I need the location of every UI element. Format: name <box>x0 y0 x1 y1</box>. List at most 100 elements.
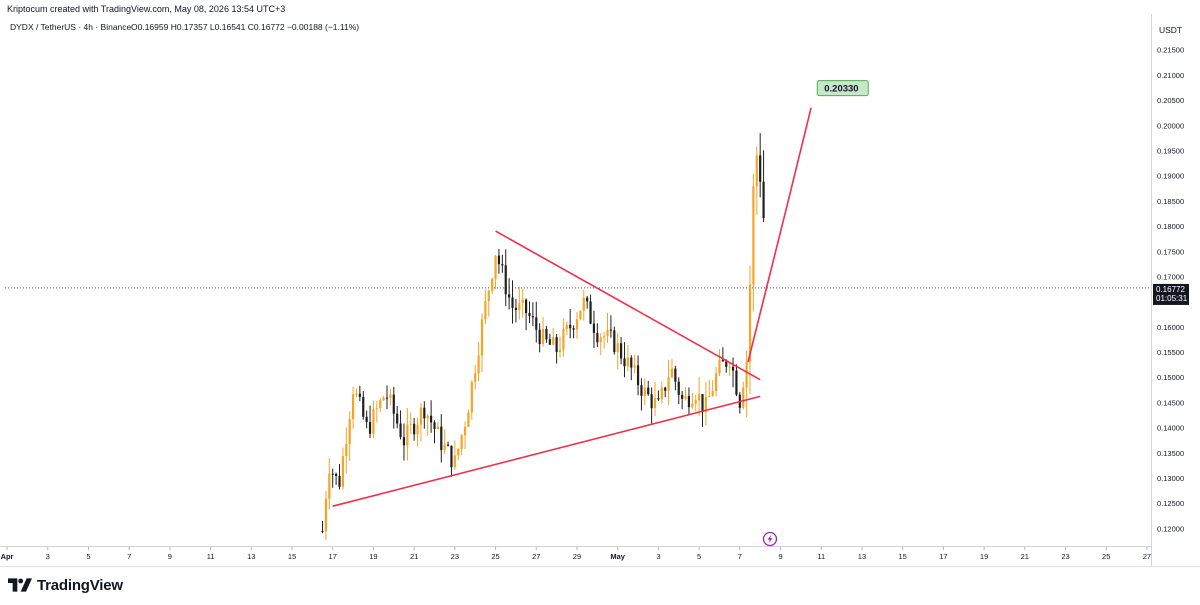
candle-body <box>457 449 460 456</box>
candle-body <box>419 407 423 425</box>
candle-body <box>633 365 636 368</box>
candle-body <box>575 319 579 330</box>
x-tick-label: 5 <box>86 552 90 561</box>
candle-body <box>385 397 389 399</box>
candle-body <box>592 323 596 333</box>
candle-body <box>677 381 680 395</box>
candle-body <box>338 476 341 487</box>
x-tick-label: 25 <box>1102 552 1110 561</box>
y-tick-label: 0.18000 <box>1157 222 1184 231</box>
lightning-bolt-icon[interactable] <box>762 531 778 547</box>
candle-body <box>626 357 629 367</box>
candle-body <box>650 394 653 409</box>
candle-body <box>623 358 626 367</box>
candle-body <box>328 473 331 499</box>
candle-body <box>755 155 758 187</box>
candle-body <box>413 423 416 435</box>
candle-body <box>670 368 674 378</box>
candle-body <box>664 387 667 391</box>
current-price-badge: 0.16772 01:05:31 <box>1153 283 1189 305</box>
x-tick-label: 13 <box>858 552 866 561</box>
candle-body <box>728 366 731 368</box>
target-label: 0.20330 <box>824 84 858 95</box>
candle-body <box>725 361 728 367</box>
y-tick-label: 0.20500 <box>1157 96 1184 105</box>
candle-body <box>721 359 724 362</box>
candle-body <box>491 278 494 291</box>
candle-body <box>667 377 670 391</box>
x-tick-label: 15 <box>898 552 906 561</box>
candle-body <box>714 373 718 392</box>
candle-body <box>372 409 375 434</box>
candle-body <box>674 368 677 382</box>
candle-body <box>579 310 582 320</box>
candle-body <box>762 181 765 219</box>
candle-body <box>708 395 711 397</box>
candle-body <box>392 394 395 414</box>
y-tick-label: 0.20000 <box>1157 121 1184 130</box>
x-tick-label: 23 <box>451 552 459 561</box>
candle-body <box>636 365 640 386</box>
countdown-label: 01:05:31 <box>1156 294 1188 303</box>
x-tick-label: 27 <box>1143 552 1151 561</box>
candle-body <box>521 299 524 303</box>
x-tick-label: Apr <box>1 552 14 561</box>
candle-body <box>382 397 385 401</box>
candle-body <box>477 355 480 374</box>
y-tick-label: 0.21000 <box>1157 71 1184 80</box>
candle-body <box>351 394 355 420</box>
candle-body <box>565 324 568 329</box>
candle-body <box>406 424 409 446</box>
candle-body <box>375 408 378 410</box>
candle-body <box>569 324 572 329</box>
candle-body <box>518 302 521 310</box>
candle-body <box>440 426 443 451</box>
candle-body <box>501 264 504 266</box>
legend-symbol: DYDX / TetherUS · 4h · Binance <box>10 22 132 32</box>
x-tick-label: 11 <box>207 552 215 561</box>
candle-body <box>416 424 419 435</box>
candle-body <box>545 328 548 340</box>
y-tick-label: 0.14500 <box>1157 398 1184 407</box>
y-tick-label: 0.15000 <box>1157 373 1184 382</box>
y-tick-label: 0.17000 <box>1157 272 1184 281</box>
brand-footer[interactable]: TradingView <box>8 575 123 595</box>
candle-body <box>426 415 429 419</box>
candle-body <box>698 394 701 401</box>
y-tick-label: 0.15500 <box>1157 348 1184 357</box>
candle-body <box>396 413 399 424</box>
ascending-support-line[interactable] <box>332 395 761 507</box>
x-tick-label: 17 <box>939 552 947 561</box>
candle-body <box>362 396 365 417</box>
y-tick-label: 0.19000 <box>1157 172 1184 181</box>
candle-body <box>552 337 555 345</box>
candle-body <box>616 343 619 353</box>
candle-body <box>389 394 392 398</box>
candle-body <box>324 498 328 532</box>
projection-line[interactable] <box>747 107 812 363</box>
candle-body <box>603 336 606 338</box>
target-callout[interactable]: 0.20330 <box>816 80 869 97</box>
legend-ohlc: O0.16959 H0.17357 L0.16541 C0.16772 −0.0… <box>131 22 359 32</box>
candle-body <box>528 313 531 317</box>
candle-body <box>704 396 707 412</box>
candle-body <box>657 398 660 400</box>
descending-resistance-line[interactable] <box>495 230 761 381</box>
x-tick-label: 23 <box>1061 552 1069 561</box>
candle-body <box>606 329 609 337</box>
x-tick-label: 5 <box>697 552 701 561</box>
candle-body <box>681 394 684 399</box>
candle-body <box>402 437 406 446</box>
x-tick-label: 27 <box>532 552 540 561</box>
y-tick-label: 0.21500 <box>1157 46 1184 55</box>
candle-body <box>613 330 616 353</box>
y-tick-label: 0.12000 <box>1157 524 1184 533</box>
candle-body <box>647 387 650 395</box>
candle-body <box>586 297 589 302</box>
candle-body <box>355 393 358 395</box>
candle-body <box>450 445 453 468</box>
candle-body <box>365 416 368 423</box>
x-tick-label: May <box>610 552 625 561</box>
candle-body <box>514 307 518 310</box>
